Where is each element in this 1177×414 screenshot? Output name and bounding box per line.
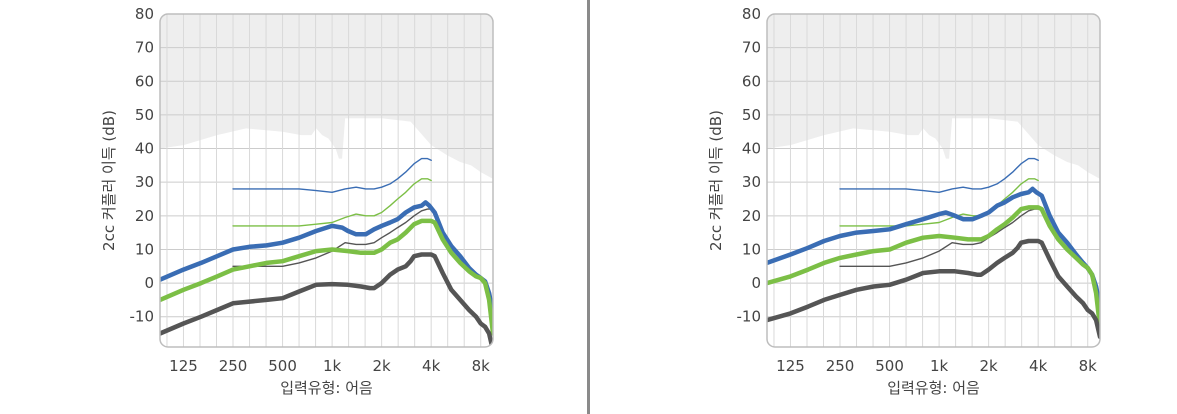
max-output-region <box>160 14 493 179</box>
y-tick-label: 30 <box>135 173 154 191</box>
x-tick-label: 125 <box>776 357 805 375</box>
y-axis-label: 2cc 커플러 이득 (dB) <box>100 110 118 251</box>
y-tick-label: 30 <box>742 173 761 191</box>
y-tick-label: 60 <box>135 72 154 90</box>
plot-border <box>159 13 494 348</box>
x-tick-label: 1k <box>323 357 342 375</box>
series-blue-thin <box>232 157 432 194</box>
panel-divider <box>587 0 590 414</box>
x-tick-label: 8k <box>1079 357 1098 375</box>
series-blue-thick <box>767 186 1100 309</box>
x-tick-label: 125 <box>169 357 198 375</box>
max-output-region <box>767 14 1100 179</box>
plot-border <box>766 13 1101 348</box>
y-tick-label: 50 <box>742 106 761 124</box>
series-green-thick <box>160 218 493 336</box>
series-dark-thin <box>839 208 1039 267</box>
y-tick-label: 10 <box>135 240 154 258</box>
chart-panel-2: 80 70 60 50 40 30 20 10 0 -10 125 250 500 1k 2k 4k 8k 입력유… <box>707 5 1101 397</box>
y-tick-label: 20 <box>742 207 761 225</box>
series-green-thin <box>232 178 432 227</box>
y-tick-label: 50 <box>135 106 154 124</box>
x-tick-label: 4k <box>1029 357 1048 375</box>
y-tick-label: 70 <box>742 39 761 57</box>
y-tick-label: -10 <box>737 308 762 326</box>
y-tick-label: 80 <box>135 5 154 23</box>
y-tick-label: 0 <box>751 274 761 292</box>
series-blue-thick <box>160 200 493 316</box>
x-tick-label: 250 <box>219 357 248 375</box>
y-tick-label: -10 <box>130 308 155 326</box>
y-tick-label: 40 <box>135 140 154 158</box>
x-axis-label: 입력유형: 어음 <box>887 379 980 397</box>
x-tick-label: 2k <box>980 357 999 375</box>
series-green-thick <box>767 205 1100 330</box>
y-tick-label: 40 <box>742 140 761 158</box>
y-tick-label: 10 <box>742 240 761 258</box>
x-axis-label: 입력유형: 어음 <box>280 379 373 397</box>
series-dark-thick <box>160 252 493 347</box>
chart-panel-1: 80 70 60 50 40 30 20 10 0 -10 125 250 500 1k 2k 4k 8k 입력유… <box>100 5 494 397</box>
x-tick-label: 4k <box>422 357 441 375</box>
x-tick-label: 8k <box>472 357 491 375</box>
x-tick-label: 2k <box>373 357 392 375</box>
x-tick-label: 250 <box>826 357 855 375</box>
x-tick-label: 500 <box>268 357 297 375</box>
y-tick-label: 80 <box>742 5 761 23</box>
series-blue-thin <box>839 157 1039 194</box>
y-axis-label: 2cc 커플러 이득 (dB) <box>707 110 725 251</box>
y-tick-label: 0 <box>144 274 154 292</box>
y-tick-label: 70 <box>135 39 154 57</box>
x-tick-label: 1k <box>930 357 949 375</box>
x-tick-label: 500 <box>875 357 904 375</box>
y-tick-label: 20 <box>135 207 154 225</box>
series-dark-thin <box>232 208 432 267</box>
series-dark-thick <box>767 238 1100 340</box>
y-tick-label: 60 <box>742 72 761 90</box>
